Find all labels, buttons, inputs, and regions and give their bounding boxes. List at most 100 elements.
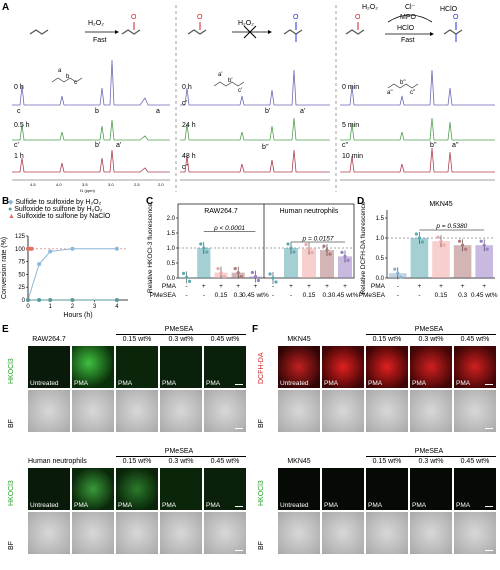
scheme1-condition: Fast: [93, 37, 107, 44]
c-pmesea-val: 0.15: [303, 292, 316, 299]
c-raw-dot: [199, 242, 203, 246]
struct2-b1: b': [228, 78, 233, 84]
b-point: [37, 298, 42, 302]
d-pmesea-val: 0.45 wt%: [471, 292, 498, 299]
legend-item-3: ▲ Sulfoxide to sulfone by NaClO: [8, 213, 111, 220]
cell-label: PMA: [324, 502, 339, 509]
scheme1-reagent: H₂O₂: [88, 20, 104, 27]
spectra-col-2: [180, 69, 330, 181]
b-ylabel: Conversion rate (%): [1, 237, 8, 299]
concentration-label: 0.45 wt%: [460, 458, 490, 465]
c-pma-sign: -: [186, 283, 188, 290]
micrograph-cell: PMA: [116, 468, 158, 510]
c-neu-bar-4: [320, 250, 334, 278]
micrograph-cell: [366, 390, 408, 432]
ppm-label: f1 (ppm): [80, 188, 95, 193]
panel-label-f: F: [252, 324, 259, 335]
struct3-c2: c'': [410, 90, 416, 96]
d-bar-5: [475, 245, 493, 278]
peak2-b1: b': [265, 108, 271, 115]
d-dot: [393, 267, 397, 271]
micrograph-cell: [366, 512, 408, 554]
d-dot: [464, 247, 468, 251]
concentration-label: 0.3 wt%: [168, 336, 194, 343]
row-label: BF: [258, 541, 265, 550]
c-raw-dot: [202, 246, 206, 250]
ppm-tick-3: 3.5: [82, 182, 88, 187]
struct1-a: a: [58, 68, 62, 74]
c-pvalue-1: p < 0.0001: [213, 225, 245, 232]
c-ytick-label: 2.0: [167, 216, 176, 222]
micrograph-cell: [204, 512, 246, 554]
row-label: BF: [8, 541, 15, 550]
micrograph-cell: [454, 390, 496, 432]
c-raw-bar-2: [197, 248, 211, 278]
col1-time-0: 0 h: [14, 84, 24, 91]
panel-f-micrographs: MKN45 PMeSEA 0.15 wt% 0.3 wt% 0.45 wt% DCFH-D…: [250, 324, 500, 570]
peak2-b2: b'': [262, 144, 269, 151]
cell-label: PMA: [368, 502, 383, 509]
cell-label: PMA: [74, 502, 89, 509]
ppm-tick-5: 2.5: [134, 182, 140, 187]
c-neu-dot: [322, 244, 326, 248]
c-pvalue-2: p = 0.0157: [302, 236, 334, 243]
cell-label: Untreated: [30, 502, 59, 509]
scale-bar: [485, 427, 493, 429]
peak2-c2: c'': [182, 164, 189, 171]
b-point: [70, 298, 75, 302]
micrograph-cell: [116, 512, 158, 554]
scheme2-oxygen: O: [197, 14, 203, 21]
b-point: [114, 298, 119, 302]
panel-b-legend: ◆ Sulfide to sulfoxide by H₂O₂ ● Sulfoxi…: [8, 198, 110, 220]
c-neu-dot: [343, 254, 347, 258]
micrograph-cell: PMA: [116, 346, 158, 388]
c-pma-sign: +: [289, 283, 293, 290]
concentration-label: 0.3 wt%: [168, 458, 194, 465]
micrograph-cell: [72, 390, 114, 432]
c-pma-sign: +: [236, 283, 240, 290]
struct3-a2: a'': [387, 90, 393, 96]
col2-time-1: 24 h: [182, 122, 196, 129]
micrograph-cell: Untreated: [278, 346, 320, 388]
cell-label: Untreated: [30, 380, 59, 387]
d-bar-4: [453, 245, 472, 278]
c-frame: [177, 203, 355, 279]
cell-label: PMA: [324, 380, 339, 387]
b-xtick-label: 3: [93, 304, 97, 310]
d-pma-sign: +: [418, 283, 422, 290]
scheme2-reagent: H₂O₂: [238, 20, 254, 27]
b-ytick-label: 100: [15, 247, 26, 253]
c-ytick-label: 1.5: [167, 231, 176, 237]
col1-time-2: 1 h: [14, 153, 24, 160]
micrograph-cell: [72, 512, 114, 554]
micrograph-cell: [204, 390, 246, 432]
c-raw-dot: [219, 271, 223, 275]
scheme3-condition: Fast: [401, 37, 415, 44]
c-raw-dot: [188, 279, 192, 283]
d-pmesea-val: -: [397, 292, 399, 299]
c-pma-sign: +: [325, 283, 329, 290]
c-raw-dot: [239, 275, 243, 279]
micrograph-cell: [410, 512, 452, 554]
cell-label: PMA: [206, 380, 221, 387]
micrograph-cell: [322, 390, 364, 432]
d-dot: [417, 236, 421, 240]
c-neu-bar-3: [302, 248, 316, 278]
grid-title: MKN45: [287, 336, 311, 343]
c-pmesea-val: 0.45 wt%: [242, 292, 269, 299]
c-pma-sign: +: [343, 283, 347, 290]
scheme3-mpo: MPO: [400, 14, 416, 21]
col1-time-1: 0.5 h: [14, 122, 30, 129]
cell-label: Untreated: [280, 502, 309, 509]
micrograph-cell: PMA: [72, 346, 114, 388]
c-raw-dot: [250, 270, 254, 275]
spectra-col-1: [12, 59, 170, 181]
d-ytick-label: 0.5: [376, 256, 385, 262]
c-pma-sign: +: [202, 283, 206, 290]
scheme-3: [345, 14, 463, 42]
peak3-b2: b'': [430, 142, 437, 149]
panel-label-d: D: [357, 196, 365, 207]
d-bar-2: [410, 238, 429, 278]
micrograph-cell: [454, 512, 496, 554]
c-neu-dot: [340, 250, 344, 254]
